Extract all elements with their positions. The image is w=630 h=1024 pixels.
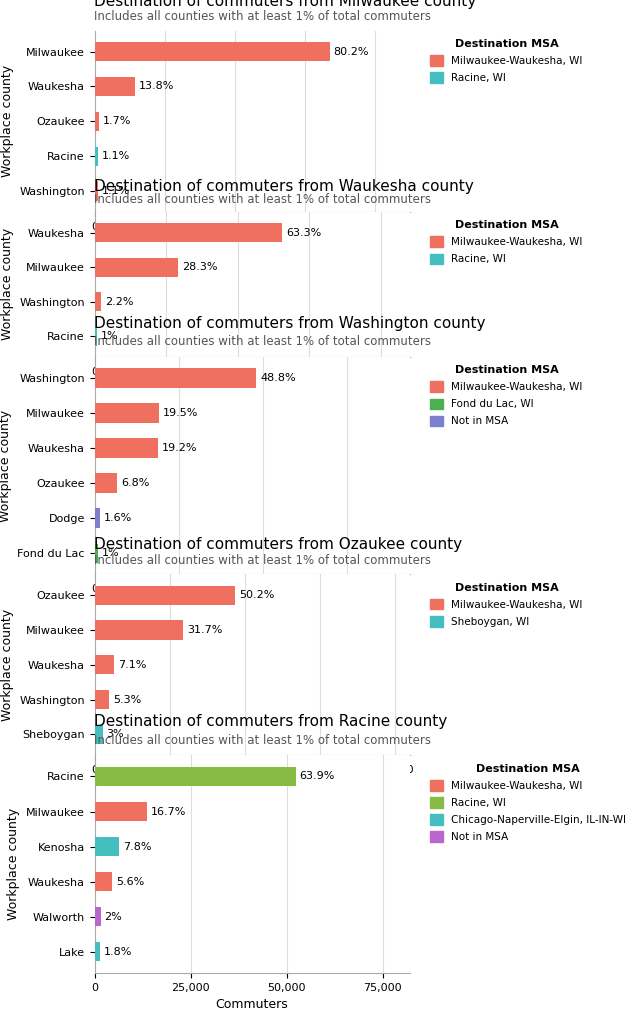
Bar [94, 767, 296, 786]
Text: Destination of commuters from Ozaukee county: Destination of commuters from Ozaukee co… [94, 538, 462, 553]
Text: Destination of commuters from Washington county: Destination of commuters from Washington… [94, 315, 486, 331]
Bar [94, 802, 147, 821]
Y-axis label: Workplace county: Workplace county [1, 228, 14, 340]
Text: Includes all counties with at least 1% of total commuters: Includes all counties with at least 1% o… [94, 194, 432, 206]
Text: Includes all counties with at least 1% of total commuters: Includes all counties with at least 1% o… [94, 554, 432, 567]
X-axis label: Commuters: Commuters [215, 780, 289, 794]
Text: 1.1%: 1.1% [101, 152, 130, 161]
X-axis label: Commuters: Commuters [215, 599, 289, 612]
X-axis label: Commuters: Commuters [215, 238, 289, 250]
Text: 19.2%: 19.2% [162, 443, 197, 453]
Text: 3%: 3% [106, 729, 124, 739]
Bar [94, 42, 329, 61]
Text: 1.6%: 1.6% [103, 513, 132, 523]
Bar [94, 327, 98, 346]
Bar [94, 181, 98, 201]
Text: Destination of commuters from Milwaukee county: Destination of commuters from Milwaukee … [94, 0, 477, 9]
Y-axis label: Workplace county: Workplace county [1, 66, 14, 177]
Text: 2.2%: 2.2% [105, 297, 134, 306]
Bar [94, 509, 100, 527]
Bar [94, 942, 100, 962]
Bar [94, 621, 183, 640]
Bar [94, 725, 103, 744]
Text: 80.2%: 80.2% [333, 47, 369, 56]
Bar [94, 77, 135, 96]
X-axis label: Commuters: Commuters [215, 382, 289, 395]
Text: 19.5%: 19.5% [163, 408, 198, 418]
Text: 2%: 2% [105, 911, 122, 922]
Legend: Milwaukee-Waukesha, WI, Racine, WI: Milwaukee-Waukesha, WI, Racine, WI [427, 36, 586, 86]
Bar [94, 258, 178, 276]
Text: 16.7%: 16.7% [151, 807, 186, 816]
Bar [94, 655, 115, 675]
Bar [94, 473, 117, 493]
Text: 7.8%: 7.8% [123, 842, 151, 852]
Legend: Milwaukee-Waukesha, WI, Racine, WI, Chicago-Naperville-Elgin, IL-IN-WI, Not in M: Milwaukee-Waukesha, WI, Racine, WI, Chic… [427, 761, 629, 845]
Bar [94, 586, 235, 605]
Bar [94, 438, 158, 458]
Legend: Milwaukee-Waukesha, WI, Fond du Lac, WI, Not in MSA: Milwaukee-Waukesha, WI, Fond du Lac, WI,… [427, 362, 586, 430]
Text: 5.6%: 5.6% [116, 877, 144, 887]
Bar [94, 223, 282, 242]
Text: 48.8%: 48.8% [260, 373, 295, 383]
Text: 63.3%: 63.3% [286, 227, 321, 238]
Text: 1.7%: 1.7% [103, 117, 132, 126]
Bar [94, 292, 101, 311]
Bar [94, 907, 101, 927]
Bar [94, 837, 119, 856]
Bar [94, 403, 159, 423]
Text: 50.2%: 50.2% [239, 590, 274, 600]
Text: Includes all counties with at least 1% of total commuters: Includes all counties with at least 1% o… [94, 335, 432, 348]
Text: Destination of commuters from Racine county: Destination of commuters from Racine cou… [94, 715, 448, 729]
Text: 5.3%: 5.3% [113, 694, 141, 705]
Text: Includes all counties with at least 1% of total commuters: Includes all counties with at least 1% o… [94, 734, 432, 746]
Bar [94, 544, 98, 563]
Y-axis label: Workplace county: Workplace county [1, 608, 14, 721]
Text: 31.7%: 31.7% [187, 625, 222, 635]
Bar [94, 369, 256, 387]
Bar [94, 690, 110, 710]
Legend: Milwaukee-Waukesha, WI, Sheboygan, WI: Milwaukee-Waukesha, WI, Sheboygan, WI [427, 580, 586, 630]
Text: 1%: 1% [101, 548, 119, 558]
Legend: Milwaukee-Waukesha, WI, Racine, WI: Milwaukee-Waukesha, WI, Racine, WI [427, 217, 586, 267]
Bar [94, 112, 100, 131]
Text: 1%: 1% [101, 331, 119, 341]
Bar [94, 146, 98, 166]
Text: 63.9%: 63.9% [300, 771, 335, 781]
Text: 13.8%: 13.8% [139, 82, 174, 91]
Text: Includes all counties with at least 1% of total commuters: Includes all counties with at least 1% o… [94, 10, 432, 24]
Bar [94, 872, 112, 891]
X-axis label: Commuters: Commuters [215, 998, 289, 1011]
Text: 1.1%: 1.1% [101, 186, 130, 196]
Text: 1.8%: 1.8% [104, 947, 132, 956]
Text: 6.8%: 6.8% [121, 478, 149, 488]
Y-axis label: Workplace county: Workplace county [8, 808, 20, 921]
Y-axis label: Workplace county: Workplace county [0, 410, 12, 521]
Text: 28.3%: 28.3% [182, 262, 217, 272]
Text: 7.1%: 7.1% [118, 659, 147, 670]
Text: Destination of commuters from Waukesha county: Destination of commuters from Waukesha c… [94, 179, 474, 195]
